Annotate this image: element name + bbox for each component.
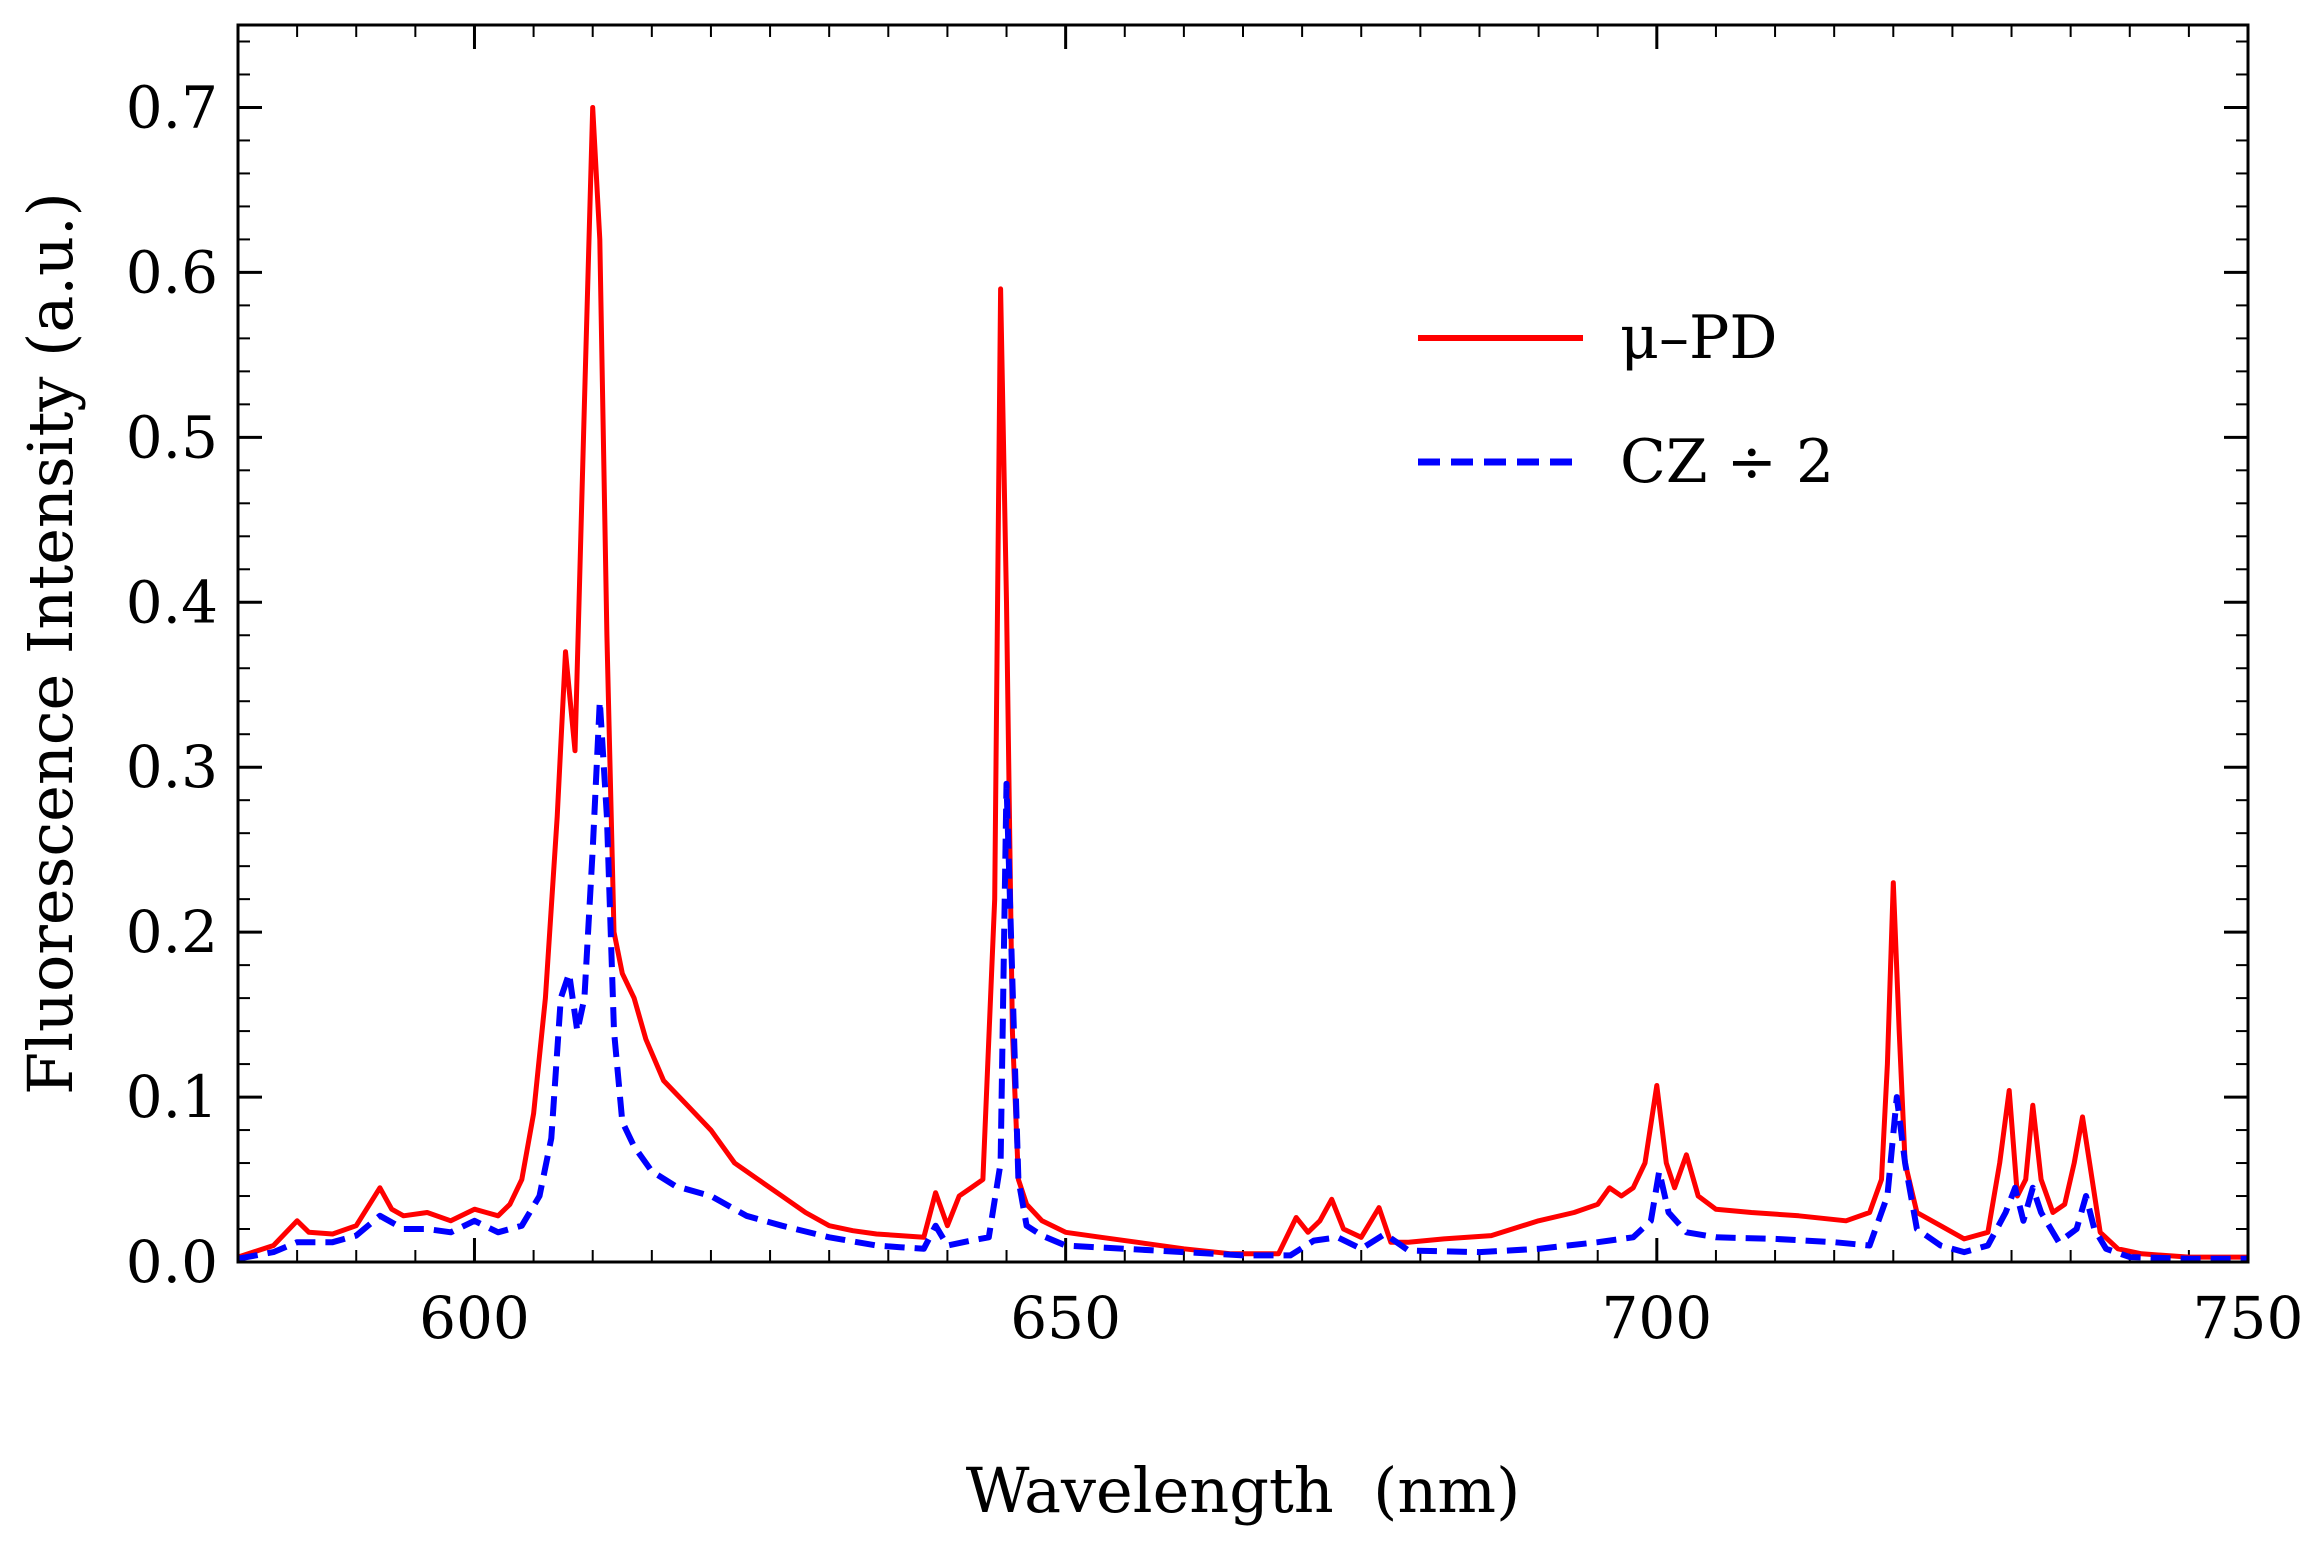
series-mu-pd-line — [237, 105, 2248, 1260]
series-layer — [237, 105, 2248, 1262]
y-tick-label: 0.2 — [126, 898, 218, 966]
legend-item-cz-label: CZ ÷ 2 — [1620, 427, 1834, 497]
y-tick-label: 0.0 — [126, 1228, 218, 1296]
y-axis-title: Fluorescence Intensity (a.u.) — [14, 192, 87, 1095]
x-tick-label: 700 — [1601, 1284, 1712, 1352]
x-axis-title: Wavelength (nm) — [966, 1454, 1521, 1527]
y-tick-label: 0.1 — [126, 1063, 218, 1131]
x-tick-label: 750 — [2193, 1284, 2304, 1352]
y-tick-label: 0.7 — [126, 73, 218, 141]
x-axis-ticks: 600 650 700 750 — [237, 25, 2304, 1352]
y-axis-ticks: 0.0 0.1 0.2 0.3 0.4 0.5 0.6 0.7 — [126, 40, 2248, 1296]
x-tick-label: 600 — [419, 1284, 530, 1352]
y-tick-label: 0.4 — [126, 568, 218, 636]
y-tick-label: 0.5 — [126, 403, 218, 471]
series-cz-line — [237, 698, 2248, 1262]
x-tick-label: 650 — [1010, 1284, 1121, 1352]
plot-frame — [236, 23, 2250, 1264]
legend: μ–PD CZ ÷ 2 — [1418, 303, 1834, 497]
legend-item-mu-pd-label: μ–PD — [1620, 303, 1777, 373]
y-tick-label: 0.3 — [126, 733, 218, 801]
y-tick-label: 0.6 — [126, 238, 218, 306]
